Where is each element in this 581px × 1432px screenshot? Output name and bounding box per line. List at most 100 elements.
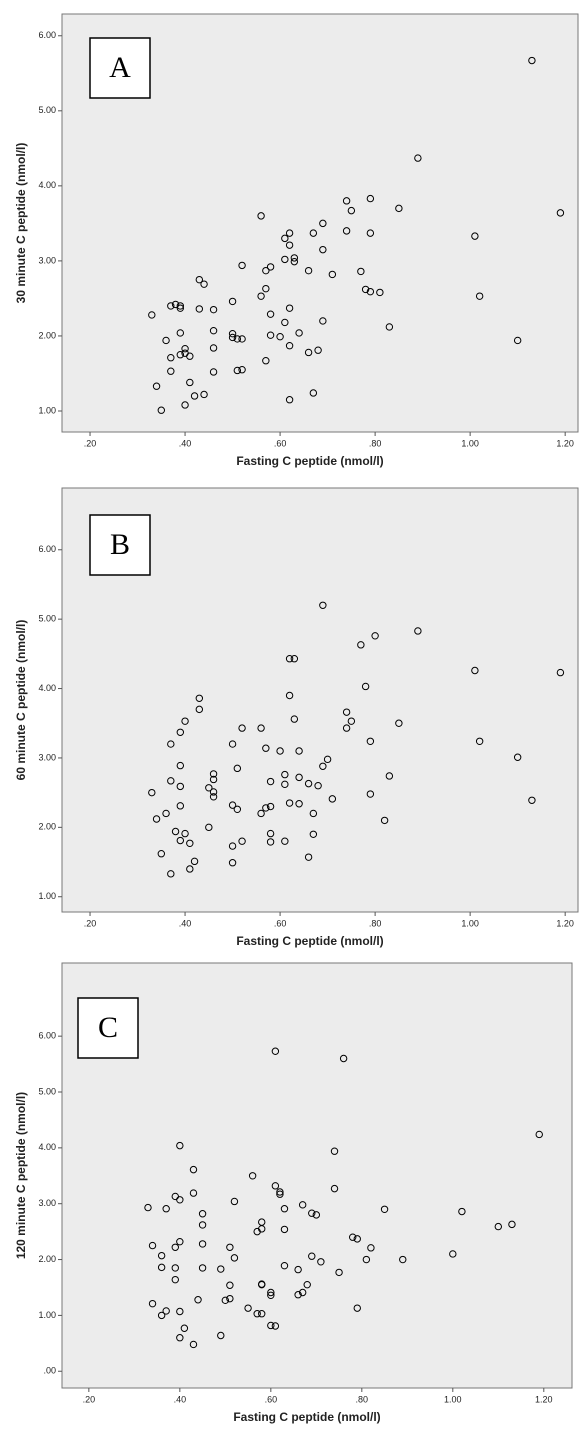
scatter-point [144, 1203, 152, 1212]
scatter-point [266, 777, 275, 786]
x-tick-label: .20 [84, 438, 97, 448]
scatter-point [238, 724, 246, 732]
scatter-point [257, 724, 265, 732]
scatter-point [330, 1147, 339, 1155]
scatter-point [271, 1047, 280, 1055]
y-tick-label: 1.00 [38, 891, 56, 901]
scatter-point [494, 1222, 502, 1231]
x-axis-title: Fasting C peptide (nmol/l) [236, 934, 383, 948]
scatter-point [271, 1182, 280, 1190]
x-tick-label: .40 [179, 918, 192, 928]
scatter-point [209, 775, 218, 784]
scatter-point [209, 344, 218, 352]
scatter-point [171, 1275, 179, 1284]
y-tick-label: 1.00 [38, 1310, 56, 1320]
scatter-point [290, 257, 299, 266]
scatter-point [361, 682, 370, 691]
scatter-point [276, 332, 284, 341]
y-axis-title: 60 minute C peptide (nmol/l) [14, 620, 28, 781]
scatter-point [399, 1255, 407, 1264]
scatter-point [148, 788, 156, 797]
scatter-point [171, 1243, 179, 1251]
scatter-point [228, 859, 237, 867]
scatter-point [276, 1188, 284, 1196]
scatter-point [262, 804, 270, 812]
scatter-point [176, 782, 185, 791]
scatter-point [281, 255, 289, 264]
scatter-point [266, 802, 275, 811]
scatter-point [238, 837, 246, 845]
x-tick-label: 1.00 [461, 918, 479, 928]
scatter-point [280, 1205, 289, 1213]
scatter-point [347, 206, 356, 215]
scatter-point [380, 816, 389, 825]
scatter-point [176, 1237, 184, 1246]
scatter-point [171, 827, 180, 836]
x-tick-label: .80 [356, 1394, 369, 1404]
scatter-point [176, 1141, 184, 1150]
y-tick-label: 3.00 [38, 255, 56, 265]
y-tick-label: 4.00 [38, 1142, 56, 1152]
scatter-point [209, 305, 218, 314]
y-tick-label: 4.00 [38, 180, 56, 190]
scatter-point [319, 245, 327, 254]
scatter-point [366, 287, 375, 296]
scatter-point [528, 796, 536, 804]
x-axis-title: Fasting C peptide (nmol/l) [233, 1410, 380, 1424]
plot-area [61, 962, 573, 1389]
scatter-point [309, 809, 318, 818]
scatter-point [535, 1130, 543, 1139]
scatter-point [226, 1243, 234, 1251]
scatter-point [238, 335, 246, 343]
scatter-point [257, 292, 265, 300]
panel-label-box [77, 997, 139, 1059]
y-tick-label: 2.00 [38, 822, 56, 832]
scatter-point [309, 389, 318, 397]
scatter-point [285, 241, 294, 249]
scatter-point [167, 777, 175, 785]
scatter-point [157, 1263, 166, 1272]
y-tick-label: 3.00 [38, 1198, 56, 1208]
scatter-point [226, 1281, 234, 1289]
panel-label: B [110, 528, 130, 561]
scatter-point [471, 232, 479, 240]
scatter-point [205, 784, 213, 792]
scatter-point [266, 263, 275, 271]
scatter-point [298, 1288, 307, 1297]
scatter-point [271, 1322, 280, 1330]
scatter-point [226, 1294, 234, 1303]
x-tick-label: 1.00 [461, 438, 479, 448]
x-tick-label: .40 [179, 438, 192, 448]
y-tick-label: 5.00 [38, 1086, 56, 1096]
scatter-point [200, 390, 208, 399]
scatter-point [257, 809, 265, 818]
panel: .20 .40 .60 .80 1.00 1.20 1.00 2.00 3.00 4.00 5.00… [14, 487, 579, 948]
scatter-point [353, 1304, 361, 1312]
scatter-point [281, 318, 289, 327]
scatter-point [162, 1307, 170, 1315]
scatter-point [176, 1334, 184, 1342]
scatter-point [148, 1299, 157, 1308]
scatter-point [176, 302, 185, 310]
scatter-point [267, 1321, 275, 1330]
scatter-point [148, 311, 156, 319]
scatter-point [238, 366, 246, 374]
x-tick-label: .60 [265, 1394, 278, 1404]
scatter-point [258, 1225, 266, 1233]
scatter-point [200, 280, 208, 288]
scatter-point [262, 266, 270, 275]
x-tick-label: .80 [369, 918, 382, 928]
scatter-point [157, 1311, 166, 1320]
scatter-point [198, 1210, 207, 1218]
y-tick-label: 2.00 [38, 330, 56, 340]
scatter-point [357, 267, 365, 276]
x-axis-title: Fasting C peptide (nmol/l) [236, 454, 383, 468]
scatter-point [209, 326, 218, 335]
scatter-point [167, 367, 175, 375]
scatter-point [248, 1172, 257, 1180]
scatter-point [513, 336, 522, 345]
scatter-point [281, 837, 289, 845]
scatter-point [266, 310, 275, 318]
scatter-point [176, 351, 185, 359]
scatter-point [209, 770, 218, 778]
